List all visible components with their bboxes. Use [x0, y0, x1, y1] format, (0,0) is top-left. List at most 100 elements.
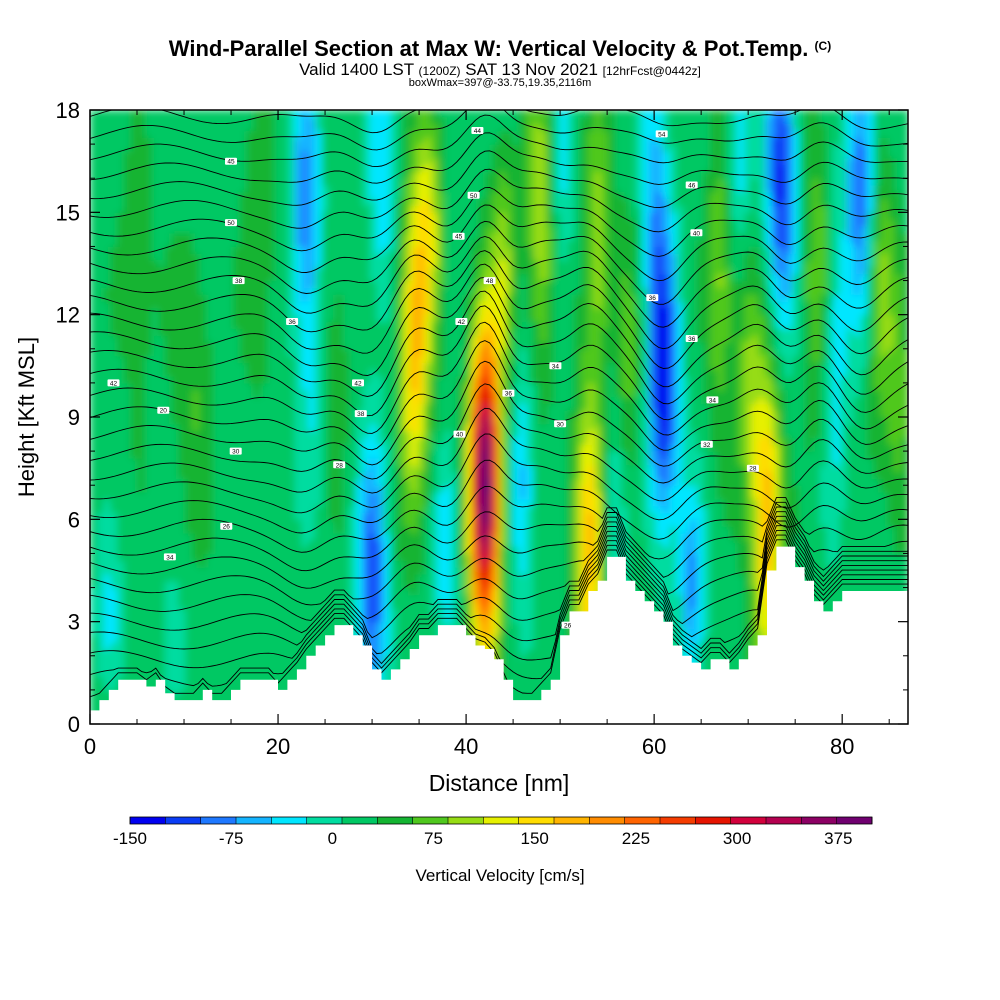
- velocity-cell: [117, 171, 125, 179]
- velocity-cell: [437, 314, 446, 323]
- velocity-cell: [267, 621, 275, 630]
- velocity-cell: [267, 444, 275, 452]
- velocity-cell: [444, 526, 452, 534]
- velocity-cell: [137, 526, 146, 534]
- velocity-cell: [158, 635, 166, 643]
- velocity-cell: [205, 260, 214, 268]
- velocity-cell: [396, 396, 405, 404]
- velocity-cell: [178, 123, 187, 132]
- velocity-cell: [328, 369, 336, 377]
- velocity-cell: [403, 191, 411, 200]
- velocity-cell: [239, 635, 248, 643]
- velocity-cell: [383, 335, 391, 343]
- velocity-cell: [212, 171, 221, 179]
- velocity-cell: [246, 532, 255, 541]
- velocity-cell: [376, 369, 384, 377]
- velocity-cell: [430, 314, 439, 323]
- velocity-cell: [430, 389, 439, 398]
- velocity-cell: [171, 485, 180, 493]
- velocity-cell: [199, 389, 207, 398]
- velocity-cell: [212, 478, 221, 486]
- velocity-cell: [219, 669, 227, 677]
- velocity-cell: [328, 628, 336, 636]
- velocity-cell: [246, 321, 255, 329]
- velocity-cell: [130, 341, 139, 350]
- velocity-cell: [158, 212, 166, 220]
- velocity-cell: [192, 335, 200, 343]
- velocity-cell: [226, 130, 234, 138]
- velocity-cell: [253, 396, 262, 404]
- velocity-cell: [212, 287, 221, 295]
- velocity-cell: [90, 137, 98, 145]
- velocity-cell: [301, 601, 309, 609]
- velocity-cell: [90, 587, 98, 595]
- velocity-cell: [151, 560, 159, 568]
- velocity-cell: [362, 417, 371, 425]
- velocity-cell: [410, 587, 418, 595]
- velocity-cell: [389, 314, 398, 323]
- velocity-cell: [451, 560, 459, 568]
- velocity-cell: [185, 164, 193, 172]
- velocity-cell: [314, 280, 323, 288]
- velocity-cell: [403, 137, 411, 145]
- velocity-cell: [369, 478, 377, 486]
- velocity-cell: [226, 341, 234, 350]
- velocity-cell: [376, 219, 384, 227]
- velocity-cell: [144, 157, 152, 166]
- velocity-cell: [96, 212, 105, 220]
- velocity-cell: [451, 246, 459, 254]
- velocity-cell: [308, 137, 316, 145]
- velocity-cell: [103, 505, 112, 514]
- velocity-cell: [185, 225, 193, 234]
- velocity-cell: [274, 539, 282, 548]
- velocity-cell: [389, 614, 398, 623]
- velocity-cell: [301, 444, 309, 452]
- velocity-cell: [253, 403, 262, 411]
- velocity-cell: [314, 219, 323, 227]
- velocity-cell: [274, 519, 282, 527]
- velocity-cell: [212, 512, 221, 520]
- velocity-cell: [308, 498, 316, 507]
- velocity-cell: [451, 164, 459, 172]
- velocity-cell: [444, 423, 452, 432]
- velocity-cell: [130, 662, 139, 671]
- velocity-cell: [274, 601, 282, 609]
- velocity-cell: [158, 314, 166, 323]
- velocity-cell: [137, 232, 146, 241]
- velocity-cell: [199, 539, 207, 548]
- velocity-cell: [389, 532, 398, 541]
- velocity-cell: [383, 348, 391, 357]
- velocity-cell: [349, 294, 357, 302]
- velocity-cell: [335, 150, 343, 159]
- velocity-cell: [233, 532, 241, 541]
- velocity-cell: [164, 266, 173, 275]
- velocity-cell: [233, 198, 241, 207]
- velocity-cell: [389, 260, 398, 268]
- velocity-cell: [185, 553, 193, 561]
- velocity-cell: [362, 369, 371, 377]
- velocity-cell: [437, 498, 446, 507]
- velocity-cell: [130, 512, 139, 520]
- velocity-cell: [410, 621, 418, 630]
- velocity-cell: [164, 396, 173, 404]
- velocity-cell: [342, 519, 350, 527]
- velocity-cell: [321, 505, 330, 514]
- velocity-cell: [389, 287, 398, 295]
- velocity-cell: [199, 287, 207, 295]
- velocity-cell: [199, 587, 207, 595]
- velocity-cell: [199, 219, 207, 227]
- velocity-cell: [424, 178, 432, 186]
- velocity-cell: [239, 260, 248, 268]
- velocity-cell: [458, 246, 466, 254]
- velocity-cell: [124, 519, 132, 527]
- velocity-cell: [389, 178, 398, 186]
- velocity-cell: [314, 301, 323, 309]
- velocity-cell: [144, 341, 152, 350]
- velocity-cell: [226, 655, 234, 664]
- velocity-cell: [451, 512, 459, 520]
- velocity-cell: [274, 403, 282, 411]
- velocity-cell: [342, 580, 350, 589]
- velocity-cell: [233, 253, 241, 261]
- velocity-cell: [403, 348, 411, 357]
- velocity-cell: [349, 157, 357, 166]
